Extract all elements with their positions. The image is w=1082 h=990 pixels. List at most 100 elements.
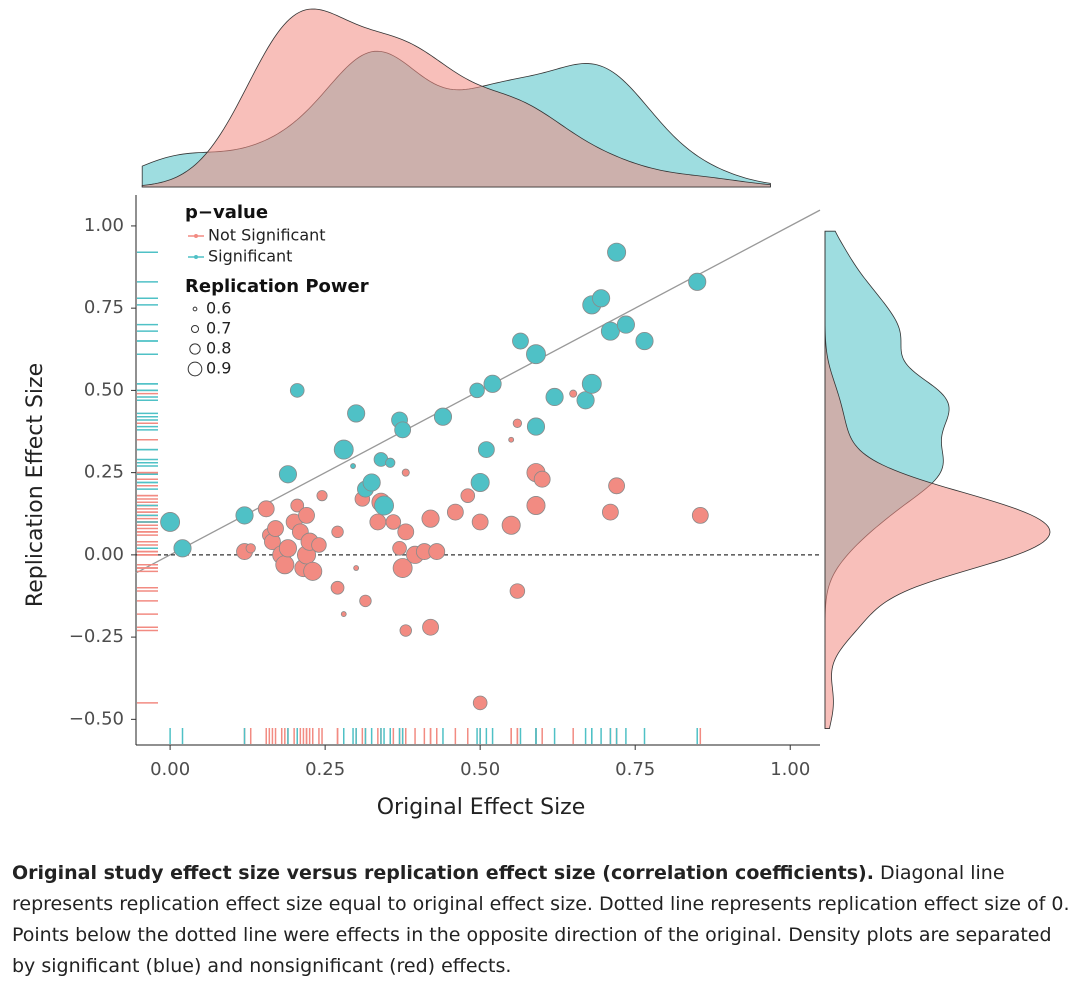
point (581, 373, 602, 394)
point (526, 344, 546, 365)
caption: Original study effect size versus replic… (12, 858, 1074, 982)
size-legend-title: Replication Power (185, 276, 369, 297)
point (359, 594, 372, 608)
x-tick-label: 1.00 (770, 759, 810, 780)
x-tick-label: 0.25 (305, 759, 345, 780)
size-legend-label: 0.6 (206, 299, 231, 318)
caption-bold: Original study effect size versus replic… (12, 862, 874, 884)
point (470, 472, 490, 492)
y-tick-label: −0.50 (69, 708, 124, 729)
x-tick-label: 0.00 (150, 759, 190, 780)
point (477, 441, 495, 459)
point (512, 418, 523, 428)
top-density (141, 8, 771, 188)
point (392, 540, 407, 556)
legend-key (194, 255, 198, 259)
right-density (824, 231, 1051, 729)
size-legend-label: 0.8 (206, 339, 231, 358)
point (428, 543, 446, 560)
point (533, 470, 551, 488)
point (508, 436, 515, 443)
point (394, 421, 412, 439)
legend-label: Not Significant (208, 226, 326, 245)
size-legend-key (187, 361, 203, 377)
point (331, 525, 344, 539)
point (289, 383, 305, 398)
point (275, 555, 295, 575)
point (472, 695, 488, 711)
legend-title: p−value (185, 202, 268, 223)
point (399, 624, 412, 637)
point (330, 580, 345, 595)
point (362, 473, 381, 492)
point (569, 389, 578, 398)
y-tick-label: 0.25 (84, 462, 124, 483)
y-tick-label: −0.25 (69, 626, 124, 647)
point (601, 503, 619, 521)
point (160, 512, 181, 532)
y-tick-label: 0.00 (84, 544, 124, 565)
point (303, 561, 323, 581)
point (469, 382, 485, 399)
point (600, 321, 620, 341)
legend-key (194, 234, 198, 238)
point (545, 387, 564, 407)
point (347, 404, 366, 423)
point (401, 468, 410, 477)
y-tick-label: 0.75 (84, 297, 124, 318)
point (471, 513, 489, 531)
chart: Original Effect Size Replication Effect … (23, 8, 1051, 820)
point (173, 539, 192, 558)
point (350, 463, 356, 469)
y-tick-label: 0.50 (84, 379, 124, 400)
point (422, 618, 439, 636)
point (278, 465, 297, 484)
size-legend-key (192, 306, 198, 312)
size-legend-label: 0.7 (206, 319, 231, 338)
point (385, 514, 402, 530)
point (257, 500, 275, 518)
x-tick-label: 0.75 (615, 759, 655, 780)
point (616, 315, 635, 334)
point (576, 391, 595, 410)
y-axis-title: Replication Effect Size (23, 363, 48, 607)
point (688, 272, 707, 291)
point (592, 289, 611, 308)
point (509, 583, 526, 599)
point (608, 477, 625, 495)
x-tick-label: 0.50 (460, 759, 500, 780)
legend-label: Significant (208, 247, 292, 266)
point (526, 496, 546, 516)
point (607, 242, 627, 262)
size-legend-label: 0.9 (206, 359, 231, 378)
point (245, 543, 256, 554)
point (501, 515, 521, 535)
point (290, 498, 305, 513)
point (353, 565, 360, 571)
point (278, 539, 297, 558)
point (392, 558, 413, 578)
point (311, 537, 327, 553)
x-axis-title: Original Effect Size (377, 795, 586, 820)
point (446, 503, 464, 521)
point (340, 611, 347, 617)
size-legend-key (189, 343, 201, 355)
point (235, 506, 254, 525)
caption-text: Diagonal line represents replication eff… (12, 862, 1070, 977)
point (369, 513, 387, 531)
point (526, 417, 546, 436)
y-tick-label: 1.00 (84, 215, 124, 236)
size-legend-key (190, 324, 200, 334)
point (483, 374, 502, 393)
point (460, 488, 476, 503)
point (333, 439, 354, 460)
point (385, 457, 396, 468)
point (635, 331, 654, 351)
point (691, 506, 709, 524)
point (421, 509, 440, 528)
point (298, 506, 315, 524)
point (433, 407, 453, 426)
point (374, 495, 394, 516)
point (512, 332, 529, 350)
